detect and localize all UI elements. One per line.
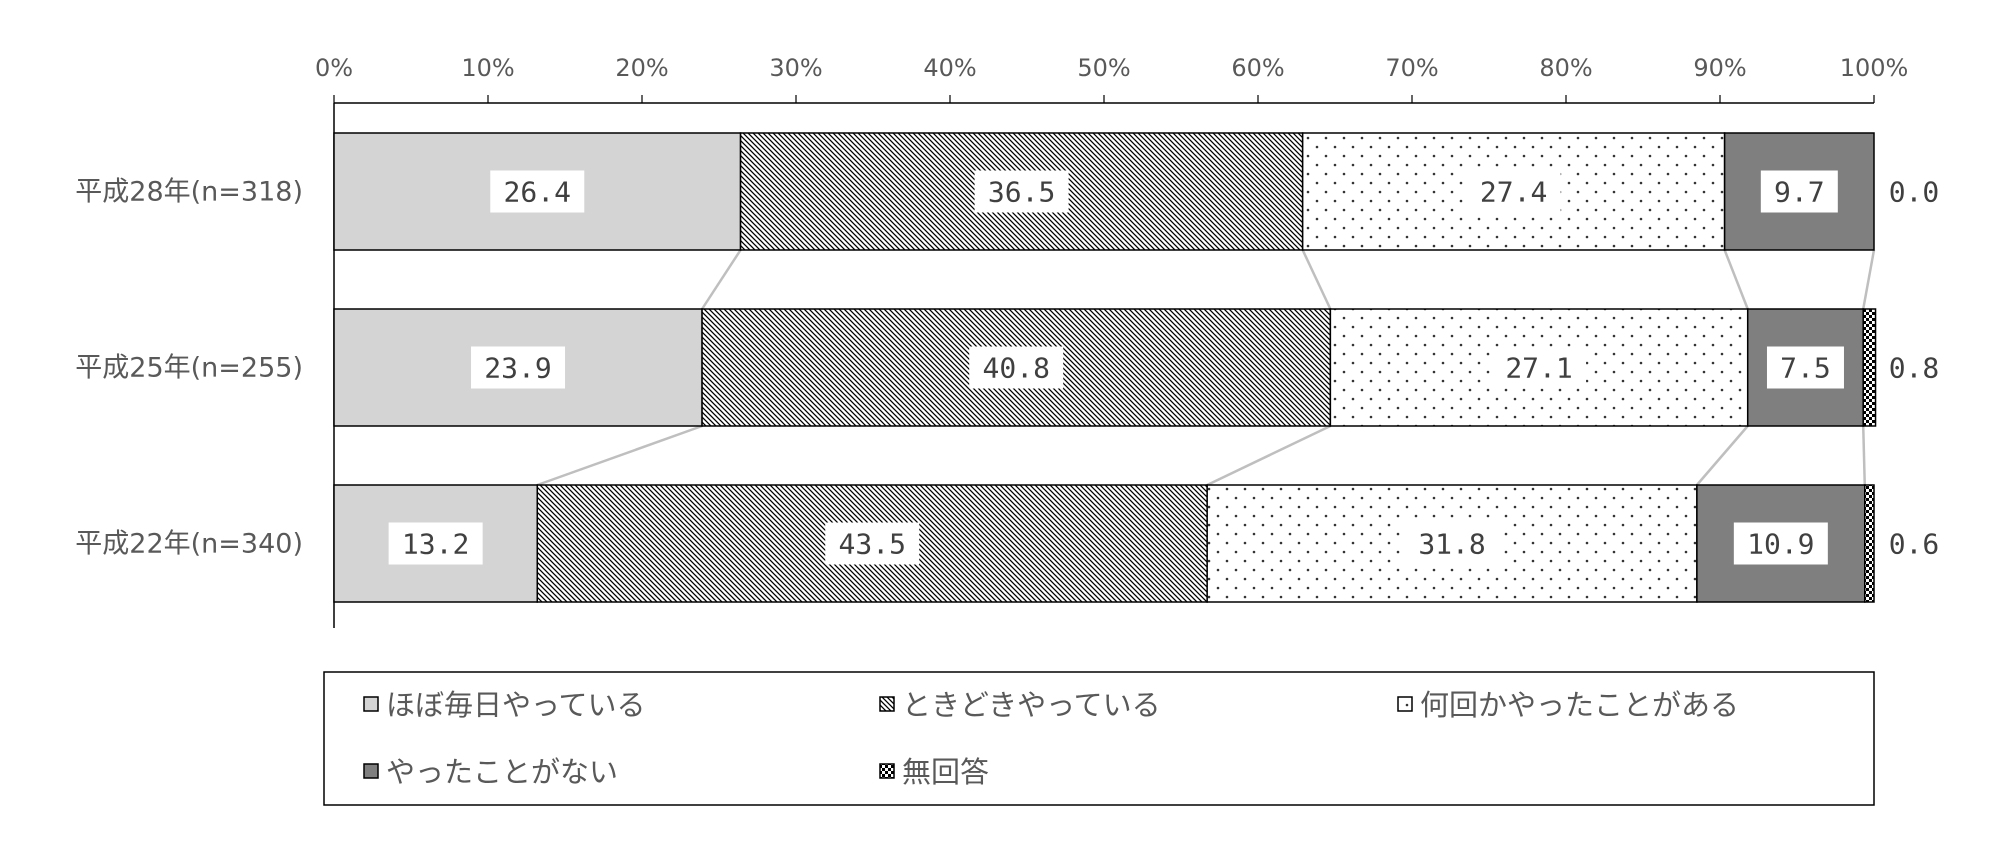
data-label: 7.5 xyxy=(1780,352,1831,385)
legend-swatch xyxy=(879,763,895,779)
data-label-box xyxy=(1760,170,1838,213)
category-label: 平成25年(n=255) xyxy=(75,353,303,384)
series-line xyxy=(1301,249,1332,310)
series-line xyxy=(701,249,742,310)
legend-label: 何回かやったことがある xyxy=(1420,688,1739,722)
data-label: 0.0 xyxy=(1889,176,1940,209)
bar-segment xyxy=(1862,308,1877,427)
data-labels: 26.4 36.5 27.4 9.7 0.0 23.9 40.8 27.1 7.5 0.8 13.2… xyxy=(388,170,1940,565)
data-label-box xyxy=(969,346,1064,389)
series-line xyxy=(1861,425,1867,486)
x-tick-label: 10% xyxy=(461,54,514,82)
bar-segment xyxy=(1864,484,1875,603)
series-lines xyxy=(536,249,1876,487)
data-label-box xyxy=(388,522,483,565)
data-label: 13.2 xyxy=(402,528,469,561)
data-label: 10.9 xyxy=(1747,528,1814,561)
legend-swatch xyxy=(1397,696,1413,712)
legend-label: 無回答 xyxy=(902,755,989,789)
legend-label: ときどきやっている xyxy=(902,688,1161,722)
data-label-box xyxy=(1766,346,1844,389)
x-tick-label: 90% xyxy=(1693,54,1746,82)
category-label: 平成28年(n=318) xyxy=(75,177,303,208)
series-line xyxy=(536,424,703,487)
series-line xyxy=(1723,249,1749,310)
x-axis: 0% 10% 20% 30% 40% 50% 60% 70% 80% 90% 100% 平成28年(n… xyxy=(75,54,1908,628)
x-tick-label: 40% xyxy=(923,54,976,82)
data-label: 27.1 xyxy=(1505,352,1572,385)
legend-label: ほぼ毎日やっている xyxy=(386,688,646,722)
data-label-box xyxy=(1466,170,1561,213)
data-label-box xyxy=(471,346,566,389)
x-tick-label: 20% xyxy=(615,54,668,82)
series-line xyxy=(1861,249,1876,310)
data-label-box xyxy=(1733,522,1828,565)
x-tick-label: 70% xyxy=(1385,54,1438,82)
x-tick-label: 50% xyxy=(1077,54,1130,82)
data-label: 27.4 xyxy=(1480,176,1547,209)
data-label-box xyxy=(1405,522,1500,565)
series-line xyxy=(1206,424,1331,487)
category-label: 平成22年(n=340) xyxy=(75,529,303,560)
data-label: 43.5 xyxy=(839,528,906,561)
x-tick-label: 30% xyxy=(769,54,822,82)
data-label-box xyxy=(1492,346,1587,389)
data-label-box xyxy=(825,522,920,565)
data-label: 23.9 xyxy=(484,352,551,385)
data-label: 36.5 xyxy=(988,176,1055,209)
data-label-box xyxy=(490,170,585,213)
data-label: 9.7 xyxy=(1774,176,1825,209)
data-label-box xyxy=(974,170,1069,213)
data-label: 26.4 xyxy=(504,176,571,209)
x-tick-label: 80% xyxy=(1539,54,1592,82)
legend-swatch xyxy=(363,696,379,712)
data-label: 0.8 xyxy=(1889,352,1940,385)
legend-swatch xyxy=(879,696,895,712)
data-label: 0.6 xyxy=(1889,528,1940,561)
legend-box xyxy=(323,671,1875,806)
data-label: 31.8 xyxy=(1418,528,1485,561)
x-tick-label: 0% xyxy=(315,54,353,82)
legend-label: やったことがない xyxy=(386,755,618,789)
legend-swatch xyxy=(363,763,379,779)
x-tick-label: 60% xyxy=(1231,54,1284,82)
series-line xyxy=(1695,425,1749,486)
data-label: 40.8 xyxy=(983,352,1050,385)
x-tick-label: 100% xyxy=(1840,54,1909,82)
